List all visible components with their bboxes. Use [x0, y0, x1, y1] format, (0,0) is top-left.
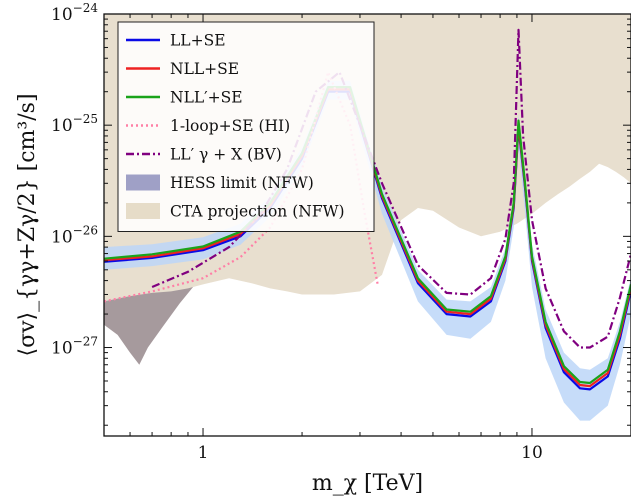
y-tick-label: 10−27	[51, 335, 98, 359]
y-tick-label: 10−26	[51, 223, 98, 247]
legend-label-ll-se: LL+SE	[170, 32, 226, 50]
legend-swatch-hess-limit-nfw	[126, 174, 160, 191]
y-axis-label: ⟨σv⟩_{γγ+Zγ/2} [cm³/s]	[15, 93, 40, 356]
legend-label-cta-projection-nfw: CTA projection (NFW)	[170, 203, 345, 221]
legend: LL+SE NLL+SE NLL′+SE 1-loop+SE (HI) LL′ γ + …	[117, 21, 375, 232]
legend-label-nll-se: NLL+SE	[170, 60, 239, 78]
legend-label-ll-x-bv: LL′ γ + X (BV)	[170, 146, 282, 164]
legend-box	[117, 21, 375, 232]
series-line-ll-x-bv	[151, 28, 631, 349]
legend-label-nll-se: NLL′+SE	[170, 89, 243, 107]
legend-swatch-cta-projection-nfw	[126, 203, 160, 219]
legend-label-1-loop-se-hi: 1-loop+SE (HI)	[170, 117, 290, 135]
axis-ticks: 1 10 10−27 10−26 10−25 10−24	[51, 1, 631, 463]
legend-label-hess-limit-nfw: HESS limit (NFW)	[170, 174, 314, 192]
y-tick-label: 10−24	[51, 1, 98, 25]
x-axis-label: m_χ [TeV]	[312, 471, 423, 496]
x-tick-label: 1	[198, 443, 209, 463]
y-tick-label: 10−25	[51, 112, 98, 136]
x-tick-label: 10	[521, 443, 543, 463]
plot-frame	[103, 13, 631, 437]
